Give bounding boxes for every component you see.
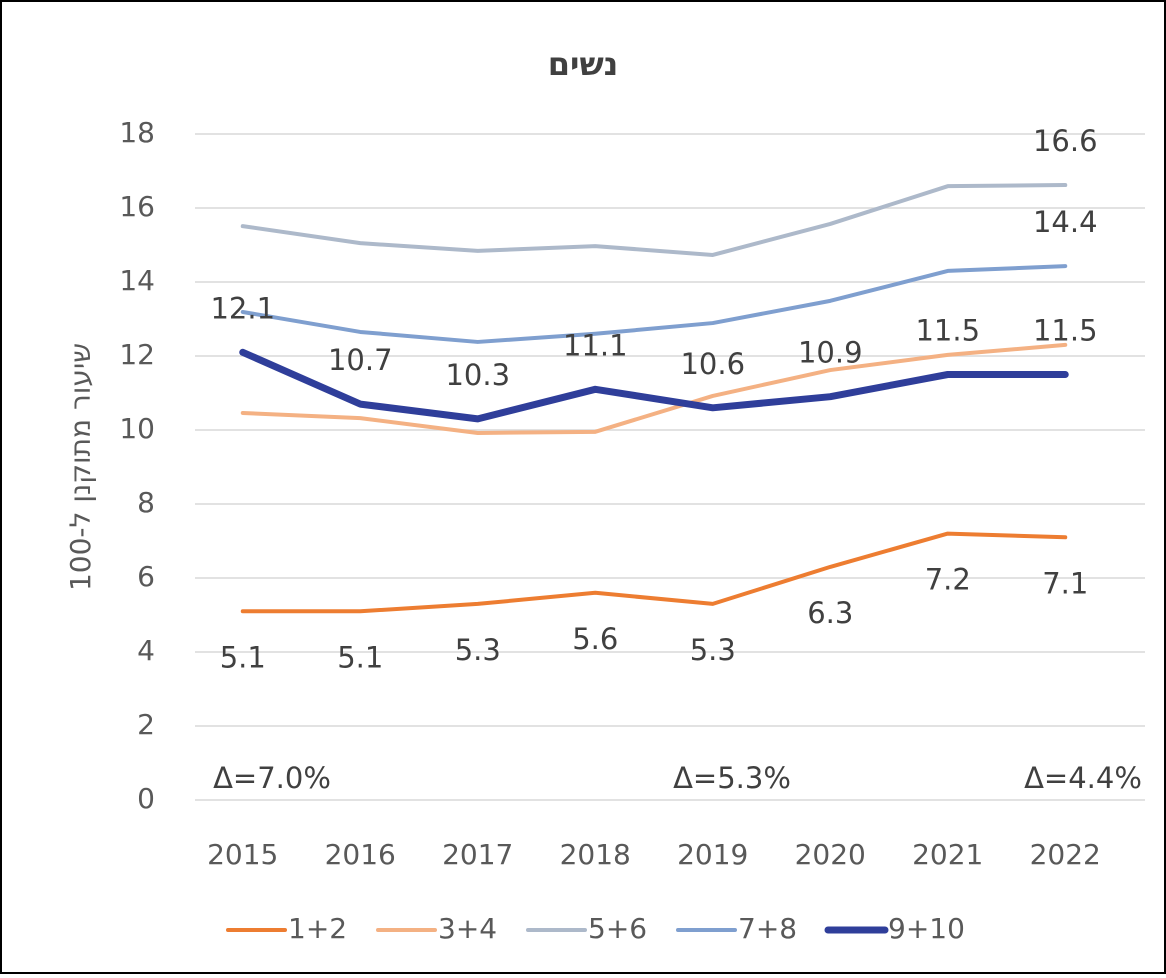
series-line	[240, 264, 1068, 344]
legend-label: 9+10	[888, 912, 965, 945]
data-label: 10.6	[680, 347, 745, 381]
series-line	[240, 342, 1068, 435]
y-tick-label: 2	[137, 708, 155, 741]
y-tick-label: 6	[137, 560, 155, 593]
data-label: 5.3	[455, 633, 501, 667]
data-label: 5.6	[572, 622, 618, 656]
series-line	[239, 348, 1069, 423]
data-label: 5.3	[690, 633, 736, 667]
legend-label: 1+2	[288, 912, 347, 945]
y-axis-label: שיעור מתוקנן ל-100	[64, 343, 97, 591]
data-label: 10.9	[798, 336, 863, 370]
data-label: 7.2	[925, 563, 971, 597]
x-tick-label: 2015	[207, 838, 278, 871]
legend-label: 5+6	[588, 912, 647, 945]
series-line	[240, 531, 1068, 614]
data-label: 10.3	[445, 358, 510, 392]
x-tick-label: 2021	[912, 838, 983, 871]
data-label: 10.7	[328, 343, 393, 377]
data-label: 5.1	[337, 640, 383, 674]
data-label: 6.3	[807, 596, 853, 630]
y-tick-label: 0	[137, 782, 155, 815]
x-tick-label: 2018	[560, 838, 631, 871]
y-tick-label: 12	[119, 338, 155, 371]
x-tick-label: 2017	[442, 838, 513, 871]
data-label: 14.4	[1033, 205, 1098, 239]
y-tick-label: 18	[119, 116, 155, 149]
data-label: 7.1	[1042, 566, 1088, 600]
data-label: 11.5	[915, 314, 980, 348]
y-tick-label: 16	[119, 190, 155, 223]
x-tick-label: 2019	[677, 838, 748, 871]
annotation: Δ=4.4%	[1024, 761, 1142, 795]
data-label: 12.1	[210, 291, 275, 325]
x-tick-label: 2020	[795, 838, 866, 871]
data-label: 11.5	[1033, 314, 1098, 348]
y-tick-label: 8	[137, 486, 155, 519]
data-label: 11.1	[563, 328, 628, 362]
y-tick-label: 4	[137, 634, 155, 667]
y-tick-label: 14	[119, 264, 155, 297]
annotation: Δ=5.3%	[673, 761, 791, 795]
chart-title: נשים	[548, 45, 618, 83]
y-tick-label: 10	[119, 412, 155, 445]
annotation: Δ=7.0%	[213, 761, 331, 795]
series-line	[240, 183, 1068, 257]
data-label: 5.1	[220, 640, 266, 674]
legend-label: 7+8	[738, 912, 797, 945]
x-tick-label: 2016	[325, 838, 396, 871]
x-tick-label: 2022	[1030, 838, 1101, 871]
data-label: 16.6	[1033, 124, 1098, 158]
legend-label: 3+4	[438, 912, 497, 945]
